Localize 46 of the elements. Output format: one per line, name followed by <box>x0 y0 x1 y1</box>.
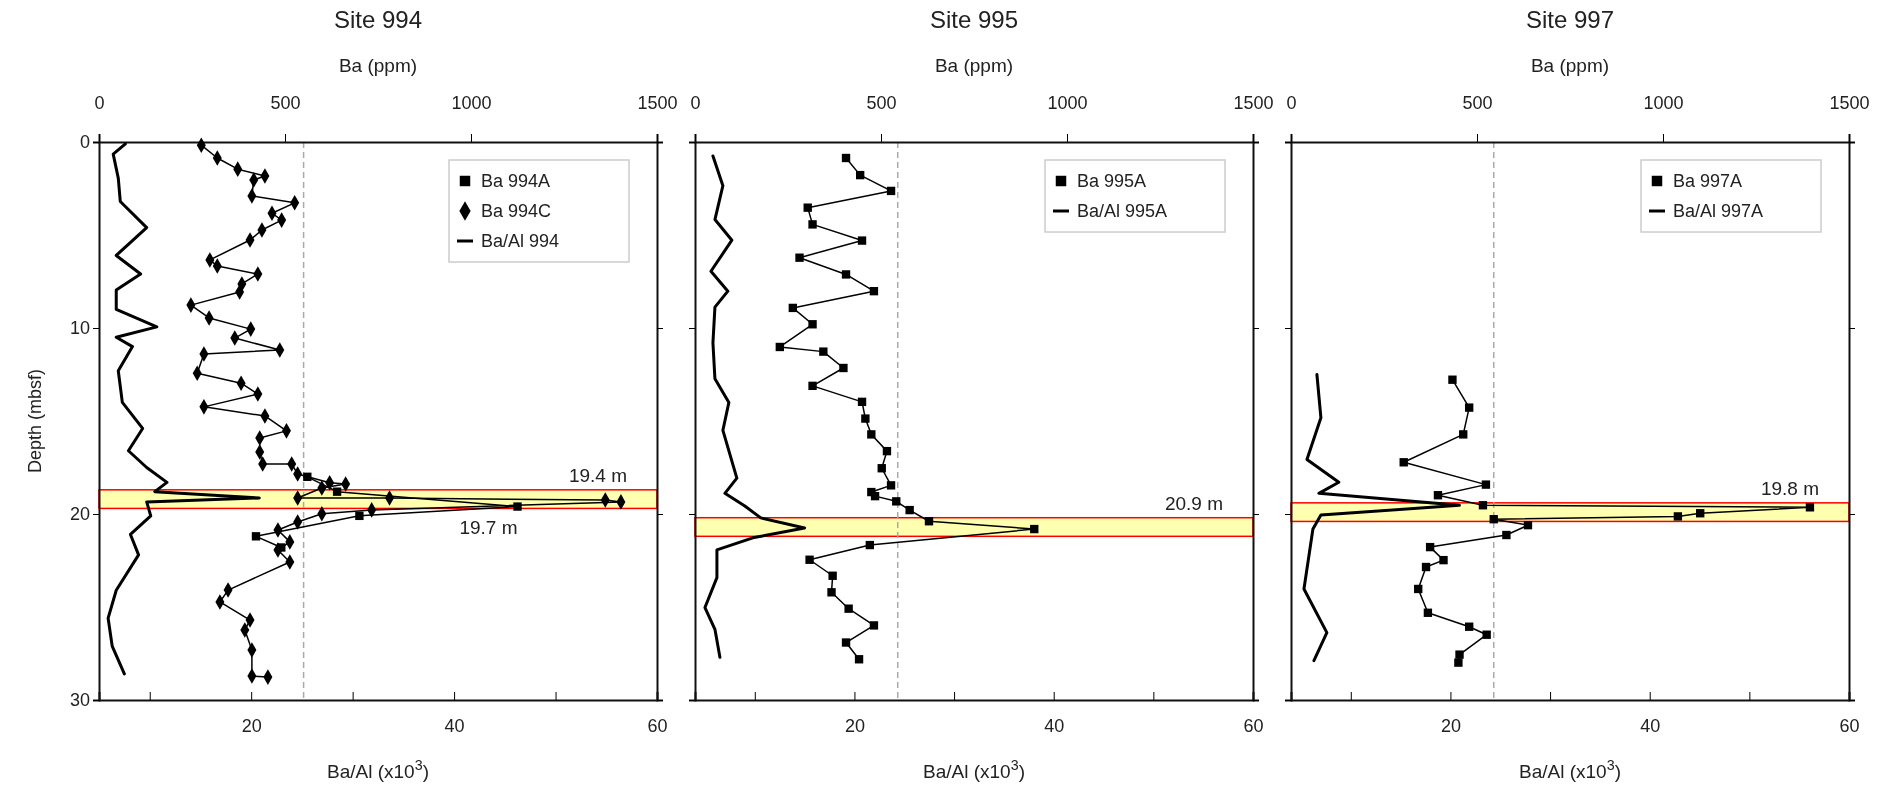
legend-label: Ba 994C <box>481 201 552 221</box>
x-tick-label: 60 <box>1243 715 1264 736</box>
x-tick-label: 40 <box>1044 715 1065 736</box>
x-axis-title: Ba/Al (x10$^{3}$) <box>327 757 429 782</box>
x2-tick-label: 0 <box>690 93 701 114</box>
legend-label: Ba/Al 997A <box>1673 201 1764 221</box>
x2-tick-label: 0 <box>1286 93 1297 114</box>
x-axis-title: Ba/Al (x10$^{3}$) <box>923 757 1025 782</box>
x-axis-title: Ba/Al (x10$^{3}$) <box>1519 757 1621 782</box>
y-tick-label: 0 <box>79 132 90 153</box>
y-tick-label: 10 <box>69 318 90 339</box>
y-axis-title: Depth (mbsf) <box>25 368 45 474</box>
annotation: 19.8 m <box>1760 477 1819 499</box>
legend-label: Ba 995A <box>1077 171 1147 191</box>
chart-title: Site 997 <box>1525 6 1615 33</box>
y-tick-label: 20 <box>69 504 90 525</box>
x2-tick-label: 0 <box>94 93 105 114</box>
x-tick-label: 20 <box>1440 715 1461 736</box>
legend-label: Ba 994A <box>481 171 551 191</box>
y-tick-label: 30 <box>69 690 90 711</box>
x2-axis-title: Ba (ppm) <box>338 55 418 76</box>
chart-title: Site 995 <box>929 6 1019 33</box>
x2-axis-title: Ba (ppm) <box>934 55 1014 76</box>
x-tick-label: 20 <box>844 715 865 736</box>
x2-tick-label: 1000 <box>1047 93 1088 114</box>
x2-tick-label: 1500 <box>1829 93 1870 114</box>
x2-tick-label: 1500 <box>637 93 678 114</box>
x-tick-label: 40 <box>444 715 465 736</box>
x2-tick-label: 1000 <box>451 93 492 114</box>
x2-tick-label: 1000 <box>1643 93 1684 114</box>
annotation: 20.9 m <box>1164 492 1223 514</box>
x2-tick-label: 1500 <box>1233 93 1274 114</box>
x-tick-label: 60 <box>1839 715 1860 736</box>
annotation: 19.7 m <box>459 517 518 539</box>
legend-label: Ba/Al 994 <box>481 231 560 251</box>
legend-label: Ba 997A <box>1673 171 1743 191</box>
x-tick-label: 40 <box>1640 715 1661 736</box>
x2-tick-label: 500 <box>866 93 897 114</box>
x2-axis-title: Ba (ppm) <box>1530 55 1610 76</box>
annotation: 19.4 m <box>568 464 627 486</box>
x2-tick-label: 500 <box>1462 93 1493 114</box>
x2-tick-label: 500 <box>270 93 301 114</box>
chart-title: Site 994 <box>333 6 423 33</box>
x-tick-label: 20 <box>241 715 262 736</box>
x-tick-label: 60 <box>647 715 668 736</box>
legend-label: Ba/Al 995A <box>1077 201 1168 221</box>
